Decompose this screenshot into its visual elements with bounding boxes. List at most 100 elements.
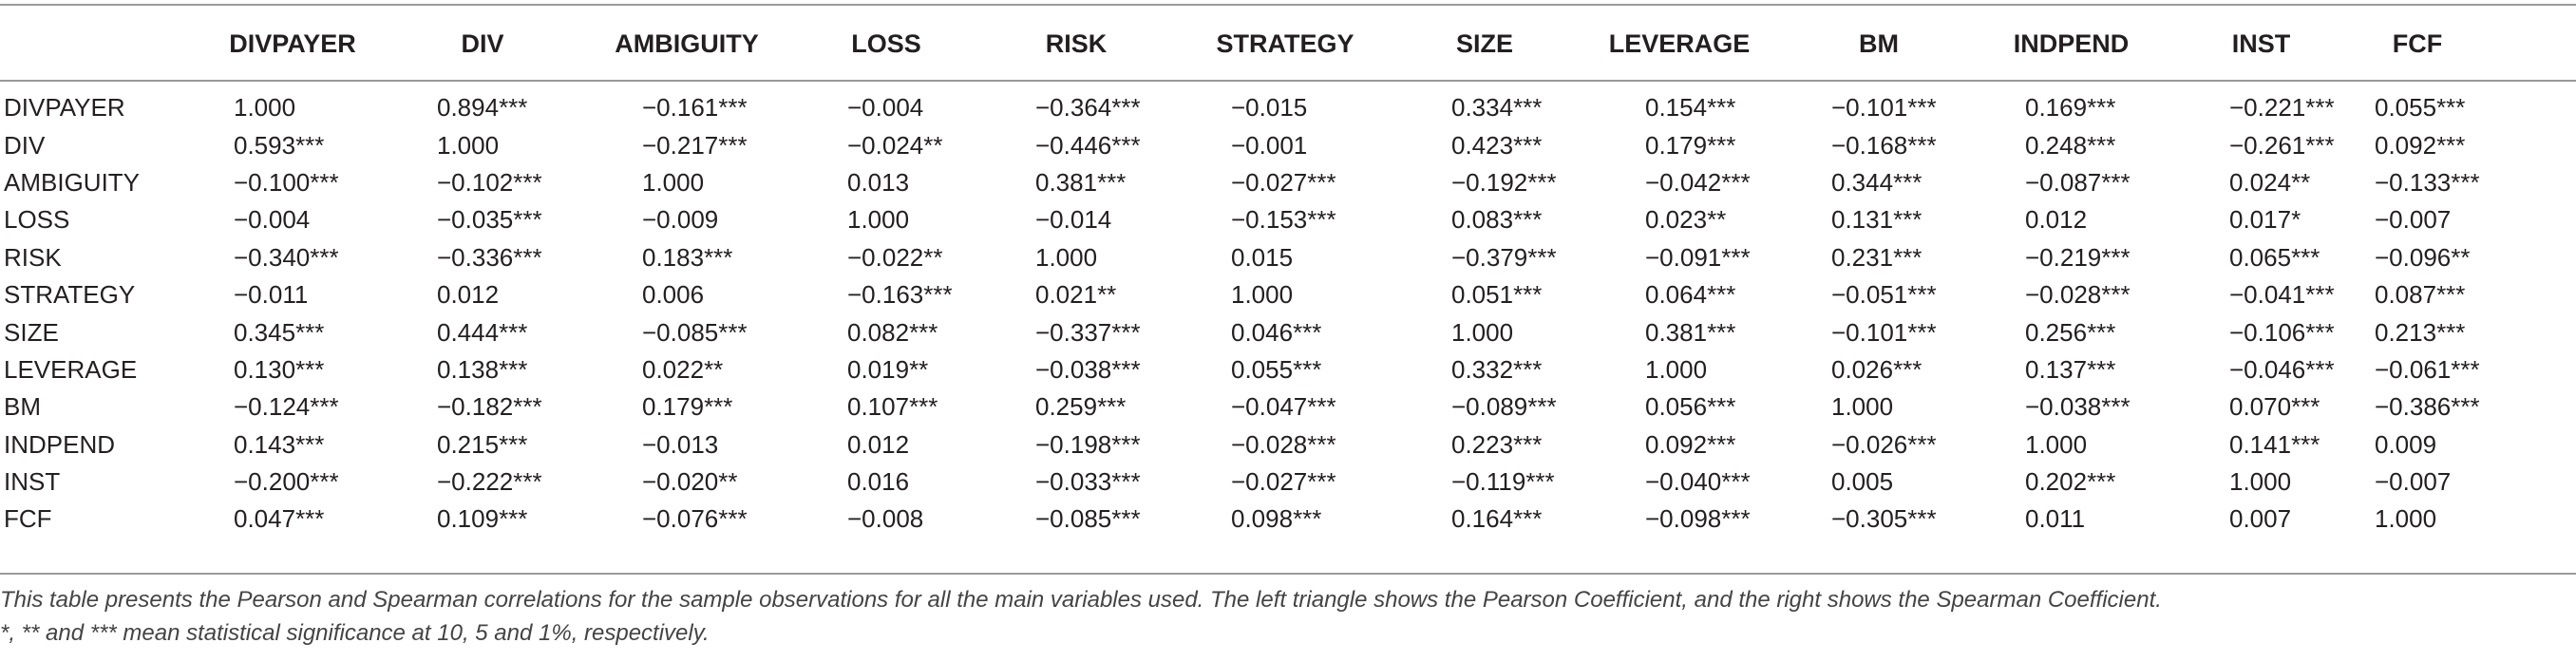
table-cell: 1.000 [1035, 242, 1098, 272]
table-cell: −0.087*** [2025, 167, 2131, 197]
table-cell: 0.016 [847, 467, 910, 497]
table-cell: 0.015 [1231, 242, 1294, 272]
row-label: FCF [4, 504, 52, 534]
table-cell: −0.217*** [642, 130, 748, 160]
table-cell: −0.028*** [2025, 280, 2131, 310]
table-cell: −0.046*** [2229, 354, 2335, 384]
table-cell: −0.004 [234, 205, 311, 235]
table-row: LEVERAGE 0.130*** 0.138*** 0.022** 0.019** −0… [0, 351, 2481, 388]
table-cell: −0.098*** [1645, 504, 1751, 534]
table-cell: −0.051*** [1831, 280, 1937, 310]
table-cell: 0.154*** [1645, 93, 1736, 123]
table-cell: 0.024** [2229, 167, 2311, 197]
table-cell: −0.364*** [1035, 93, 1141, 123]
table-cell: 0.143*** [234, 429, 325, 459]
table-cell: −0.061*** [2375, 354, 2480, 384]
table-row: LOSS −0.004 −0.035*** −0.009 1.000 −0.014 −0.1… [0, 201, 2481, 238]
table-cell: 0.345*** [234, 317, 325, 347]
table-cell: 0.047*** [234, 504, 325, 534]
table-cell: 0.109*** [437, 504, 528, 534]
table-cell: −0.200*** [234, 467, 339, 497]
table-cell: −0.041*** [2229, 280, 2335, 310]
column-header-loss: LOSS [851, 28, 921, 58]
table-cell: 0.169*** [2025, 93, 2116, 123]
correlation-table: DIVPAYER DIV AMBIGUITY LOSS RISK STRATEGY SIZE… [0, 8, 2481, 539]
table-cell: −0.222*** [437, 467, 542, 497]
row-label: DIV [4, 130, 46, 160]
table-cell: −0.001 [1231, 130, 1308, 160]
table-cell: −0.011 [234, 280, 309, 310]
table-cell: −0.020** [642, 467, 738, 497]
row-label: INDPEND [4, 429, 116, 459]
table-cell: −0.153*** [1231, 205, 1336, 235]
table-cell: −0.015 [1231, 93, 1308, 123]
column-header-fcf: FCF [2392, 28, 2443, 58]
table-cell: −0.192*** [1451, 167, 1557, 197]
column-header-divpayer: DIVPAYER [229, 28, 356, 58]
table-cell: −0.340*** [234, 242, 339, 272]
table-cell: −0.089*** [1451, 392, 1557, 422]
table-header-rule [0, 80, 2576, 82]
table-cell: 0.179*** [642, 392, 733, 422]
table-cell: 0.202*** [2025, 467, 2116, 497]
table-cell: 0.064*** [1645, 280, 1736, 310]
table-row: FCF 0.047*** 0.109*** −0.076*** −0.008 −0.085… [0, 501, 2481, 538]
table-cell: −0.168*** [1831, 130, 1937, 160]
table-row: STRATEGY −0.011 0.012 0.006 −0.163*** 0.021**… [0, 276, 2481, 313]
table-row: RISK −0.340*** −0.336*** 0.183*** −0.022** 1.… [0, 239, 2481, 276]
table-cell: −0.091*** [1645, 242, 1751, 272]
table-cell: −0.047*** [1231, 392, 1336, 422]
table-cell: 0.183*** [642, 242, 733, 272]
table-cell: −0.022** [847, 242, 943, 272]
table-cell: 0.005 [1831, 467, 1894, 497]
row-label: AMBIGUITY [4, 167, 141, 197]
column-header-inst: INST [2231, 28, 2291, 58]
column-header-strategy: STRATEGY [1216, 28, 1354, 58]
table-row: INDPEND 0.143*** 0.215*** −0.013 0.012 −0.198… [0, 426, 2481, 463]
table-cell: −0.198*** [1035, 429, 1141, 459]
table-cell: −0.446*** [1035, 130, 1141, 160]
row-label: INST [4, 467, 61, 497]
table-cell: 0.092*** [2375, 130, 2466, 160]
row-label: BM [4, 392, 41, 422]
table-cell: 0.022** [642, 354, 724, 384]
table-body: DIVPAYER 1.000 0.894*** −0.161*** −0.004 −0.3… [0, 80, 2481, 539]
table-cell: 0.007 [2229, 504, 2292, 534]
table-cell: 0.083*** [1451, 205, 1543, 235]
table-cell: −0.163*** [847, 280, 953, 310]
table-cell: 1.000 [847, 205, 910, 235]
column-header-risk: RISK [1045, 28, 1108, 58]
table-cell: 0.013 [847, 167, 910, 197]
table-cell: 0.092*** [1645, 429, 1736, 459]
table-cell: −0.336*** [437, 242, 542, 272]
table-cell: −0.035*** [437, 205, 542, 235]
table-cell: 1.000 [1451, 317, 1514, 347]
table-cell: 0.130*** [234, 354, 325, 384]
table-cell: 0.009 [2375, 429, 2437, 459]
table-cell: 0.248*** [2025, 130, 2116, 160]
row-label: DIVPAYER [4, 93, 125, 123]
table-cell: 0.019** [847, 354, 929, 384]
table-cell: 0.070*** [2229, 392, 2320, 422]
table-cell: −0.038*** [1035, 354, 1141, 384]
table-row: AMBIGUITY −0.100*** −0.102*** 1.000 0.013 0.3… [0, 164, 2481, 201]
table-cell: 0.381*** [1035, 167, 1127, 197]
column-header-indpend: INDPEND [2013, 28, 2130, 58]
table-cell: 0.087*** [2375, 280, 2466, 310]
column-header-ambiguity: AMBIGUITY [615, 28, 759, 58]
table-cell: −0.009 [642, 205, 719, 235]
table-cell: 0.423*** [1451, 130, 1543, 160]
table-cell: 0.223*** [1451, 429, 1543, 459]
table-cell: 0.164*** [1451, 504, 1543, 534]
table-cell: −0.013 [642, 429, 719, 459]
table-cell: 0.065*** [2229, 242, 2320, 272]
table-row: INST −0.200*** −0.222*** −0.020** 0.016 −0.03… [0, 463, 2481, 501]
table-cell: −0.042*** [1645, 167, 1751, 197]
table-cell: 0.055*** [2375, 93, 2466, 123]
table-cell: 0.012 [847, 429, 910, 459]
column-header-div: DIV [461, 28, 504, 58]
table-cell: −0.085*** [642, 317, 748, 347]
table-cell: 0.006 [642, 280, 705, 310]
table-cell: 1.000 [642, 167, 705, 197]
